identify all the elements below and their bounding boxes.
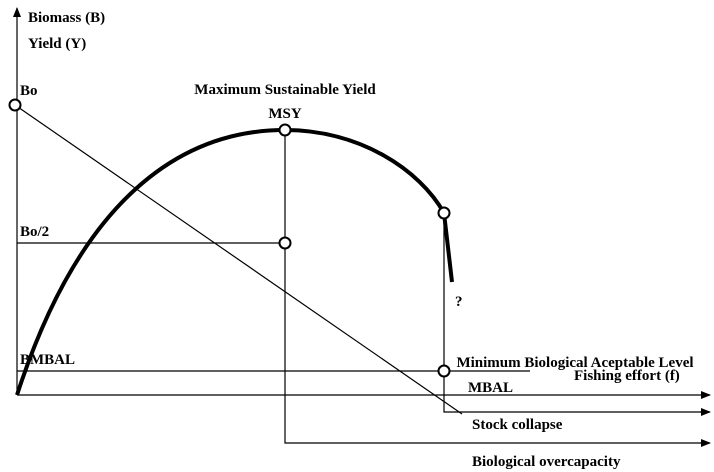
- mbal-point: [437, 364, 451, 378]
- y-axis-label: Biomass (B): [28, 10, 105, 26]
- collapse-guide: [443, 213, 708, 413]
- bo-point: [8, 98, 22, 112]
- stock-collapse-label: Stock collapse: [472, 417, 563, 433]
- bo-half-point: [278, 236, 292, 250]
- msy-label: MSY: [268, 106, 302, 122]
- biomass-line: [14, 104, 463, 415]
- yield-curve: [15, 127, 446, 396]
- collapse-curve: [442, 212, 454, 283]
- msy-point: [278, 123, 292, 137]
- mbal-label: MBAL: [468, 380, 513, 396]
- bo-label: Bo: [20, 83, 38, 99]
- mbal-title: Minimum Biological Aceptable Level: [456, 355, 693, 371]
- x-axis-label: Fishing effort (f): [574, 368, 680, 384]
- bmbal-label: BMBAL: [20, 352, 75, 368]
- y-axis-label: Yield (Y): [28, 36, 86, 52]
- question-label: ?: [455, 294, 463, 310]
- msy-title: Maximum Sustainable Yield: [194, 82, 376, 98]
- collapse-point: [437, 206, 451, 220]
- bo-half-label: Bo/2: [20, 224, 49, 240]
- overcapacity-guide: [284, 130, 708, 444]
- overcapacity-label: Biological overcapacity: [472, 454, 621, 470]
